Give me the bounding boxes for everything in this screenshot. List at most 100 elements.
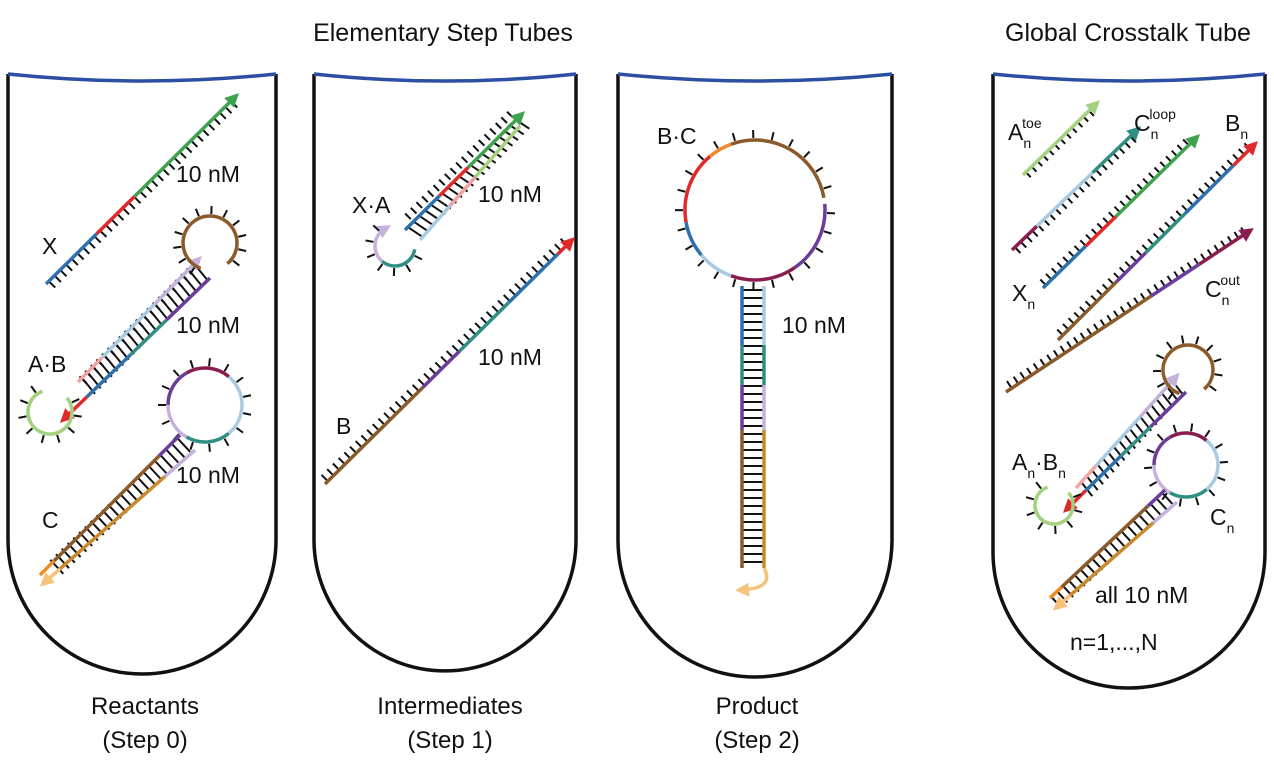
strand-a-upper-seg-2	[154, 256, 202, 305]
g-an-toe-ticks	[1025, 481, 1083, 535]
strand-a-in-xa-seg-1	[448, 176, 477, 207]
label-a-toe: Antoe	[1008, 115, 1042, 151]
label-b: B	[336, 413, 351, 439]
conc-x: 10 nM	[176, 161, 240, 187]
strand-a-upper-seg-1	[100, 302, 157, 360]
loop-xa-arc-1	[373, 225, 392, 263]
conc-ab: 10 nM	[176, 312, 240, 338]
conc-xa: 10 nM	[478, 181, 542, 207]
hairpin-c-rungs	[49, 437, 191, 575]
hairpin-bc-loop-arc-1	[730, 265, 797, 282]
strand-b-seg-1	[421, 349, 461, 389]
g-cn-right-seg-2	[1052, 594, 1072, 611]
g-cn-loop-arc-1	[1205, 439, 1220, 491]
hairpin-c-loop-arc-2	[185, 431, 230, 444]
hairpin-bc-rungs	[742, 289, 764, 563]
g-atoe-seg-0	[1021, 100, 1101, 177]
hairpin-c-right-seg-1	[58, 475, 167, 571]
g-cout-ticks	[1006, 227, 1247, 389]
strand-x-seg-2	[133, 93, 239, 198]
hairpin-bc-loop-arc-3	[684, 221, 703, 257]
g-cout-seg-2	[1198, 228, 1254, 266]
g-cn-rungs	[1049, 492, 1174, 609]
g-cn-left-seg-0	[1146, 488, 1167, 508]
conc-c: 10 nM	[176, 462, 240, 488]
strand-b-seg-4	[556, 237, 575, 256]
g-bn-loop-arc-0	[1161, 343, 1215, 396]
hairpin-bc-loop-arc-4	[683, 155, 712, 223]
hairpin-c-left-seg-0	[157, 433, 182, 458]
strand-layer	[18, 93, 1258, 611]
caption-intermediates: Intermediates	[377, 693, 522, 720]
hairpin-c-right-seg-0	[163, 448, 197, 478]
g-bn-seg-0	[1056, 280, 1118, 342]
hairpin-b-loop-arc-0	[181, 214, 239, 271]
strand-x-in-xa-seg-2	[467, 111, 525, 169]
hairpin-bc-loop-ticks	[674, 129, 835, 291]
conc-b: 10 nM	[478, 344, 542, 370]
g-bn-dup-seg-2	[1084, 454, 1123, 492]
g-bn-seg-1	[1115, 251, 1147, 284]
hairpin-bc-loop-arc-0	[794, 203, 827, 269]
hairpin-c-right-seg-2	[39, 567, 62, 587]
hairpin-b-loop-ticks	[173, 205, 247, 275]
g-cloop-seg-0	[1010, 224, 1039, 252]
caption-reactants-step: (Step 0)	[102, 727, 187, 754]
label-ab: A·B	[28, 351, 66, 377]
g-an-seg-1	[1094, 415, 1142, 468]
hairpin-c-left-seg-2	[38, 559, 56, 577]
caption-product: Product	[716, 693, 799, 720]
tube-intermediates	[312, 72, 578, 673]
strand-x-ticks	[48, 100, 238, 289]
loop-xa-arc-0	[381, 249, 417, 268]
label-x-n: Xn	[1012, 280, 1035, 312]
caption-intermediates-step: (Step 1)	[407, 727, 492, 754]
loop-a-toe-ticks	[18, 385, 82, 444]
g-cn-left-seg-1	[1060, 504, 1149, 589]
label-c-out: Cnout	[1205, 272, 1240, 308]
strand-a-upper-seg-0	[76, 356, 104, 384]
strand-b-lower-seg-2	[85, 353, 132, 399]
g-cloop-seg-2	[1091, 126, 1142, 174]
strand-b-seg-3	[507, 252, 559, 304]
header-elementary-step-tubes: Elementary Step Tubes	[313, 19, 573, 47]
g-an-seg-0	[1074, 464, 1098, 490]
hairpin-c-loop-arc-4	[166, 371, 188, 406]
strand-x-in-xa-seg-1	[438, 166, 470, 198]
hairpin-c-loop-arc-1	[227, 375, 244, 435]
g-cloop-ticks	[1014, 135, 1137, 254]
duplex-xa-ticks	[404, 110, 514, 220]
label-x: X	[42, 233, 57, 259]
label-an-bn: An·Bn	[1012, 449, 1066, 481]
g-cout-seg-0	[1005, 294, 1153, 394]
strand-x-seg-0	[44, 232, 98, 286]
g-xn-seg-0	[1041, 245, 1087, 290]
hairpin-bc-loop-arc-2	[700, 253, 732, 278]
loop-a-toe-arc-0	[26, 389, 74, 436]
conc-all: all 10 nM	[1095, 582, 1188, 608]
g-bn-dup-seg-3	[1063, 489, 1087, 513]
tube-product	[616, 72, 894, 679]
caption-reactants: Reactants	[91, 693, 199, 720]
g-cn-left-seg-2	[1048, 585, 1063, 600]
hairpin-c-loop-ticks	[158, 358, 252, 452]
strand-b-lower-seg-0	[165, 276, 212, 322]
strand-b-ticks	[320, 237, 568, 482]
label-bc: B·C	[657, 123, 697, 149]
g-bn-ticks	[1056, 142, 1251, 336]
strand-a-in-xa-seg-0	[418, 204, 452, 242]
g-cn-right-seg-1	[1068, 521, 1155, 597]
header-global-crosstalk-tube: Global Crosstalk Tube	[1005, 19, 1251, 47]
g-an-toe-arc-0	[1033, 485, 1075, 526]
label-c-loop: Cnloop	[1134, 106, 1176, 142]
hairpin-bc-loop-arc-5	[708, 142, 732, 158]
g-bn-seg-4	[1232, 141, 1258, 167]
g-xn-seg-1	[1084, 215, 1118, 248]
strand-x-in-xa-seg-0	[403, 194, 441, 232]
strand-b-seg-0	[323, 385, 425, 486]
g-bn-seg-3	[1183, 164, 1235, 216]
g-xn-ticks	[1039, 138, 1190, 286]
hairpin-c-left-seg-1	[52, 454, 161, 563]
tube-reactants	[6, 72, 278, 676]
